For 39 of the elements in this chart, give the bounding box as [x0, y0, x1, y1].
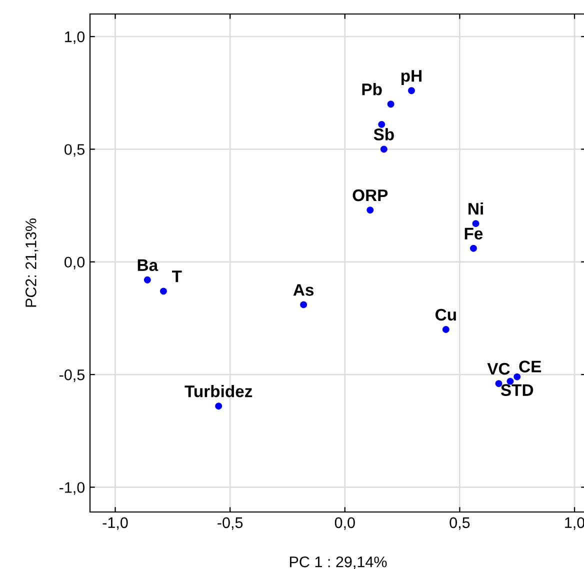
y-axis-title: PC2: 21,13% [26, 218, 38, 307]
y-tick-label: 0,0 [64, 256, 85, 270]
annotation: Cu [436, 308, 456, 321]
x-tick-label: -0,5 [218, 517, 243, 530]
annotation: Fe [464, 228, 483, 240]
annotation: Sb [374, 128, 394, 140]
annotation: Turbidez [184, 385, 252, 398]
annotation: pH [401, 70, 422, 86]
point [387, 100, 394, 108]
annotation: As [293, 284, 314, 296]
point [470, 244, 477, 252]
annotation: CE [519, 360, 542, 372]
point [408, 87, 415, 94]
y-tick-label: -1,0 [59, 482, 85, 495]
annotation: Ni [468, 202, 483, 215]
x-axis-title: PC 1 : 29,14% [290, 556, 387, 569]
annotation: VC [487, 362, 510, 375]
annotation: Pb [362, 83, 382, 96]
annotation: STD [500, 384, 534, 396]
y-tick-label: -0,5 [59, 369, 84, 382]
y-tick-label: 0,5 [64, 144, 84, 157]
point [380, 146, 388, 153]
x-tick-label: 0,0 [334, 517, 355, 530]
point [495, 380, 502, 388]
point [378, 120, 386, 128]
x-tick-label: -1,0 [102, 517, 128, 530]
y-tick-label: 1,0 [65, 31, 85, 44]
x-tick-label: 0,5 [450, 517, 470, 530]
point [215, 402, 222, 410]
point [144, 276, 151, 284]
point [366, 206, 374, 214]
point [514, 373, 521, 380]
annotation: Ba [138, 259, 158, 272]
annotation: T [172, 270, 182, 282]
annotation: ORP [352, 189, 388, 202]
point [160, 288, 167, 295]
point [442, 326, 450, 333]
point [472, 220, 480, 228]
point [300, 301, 308, 308]
